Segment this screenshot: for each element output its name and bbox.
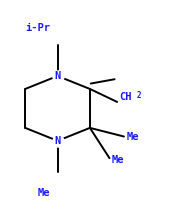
Text: CH: CH — [120, 92, 132, 102]
Text: Me: Me — [111, 155, 124, 165]
Text: i-Pr: i-Pr — [25, 23, 50, 34]
Text: N: N — [54, 136, 61, 146]
Text: 2: 2 — [137, 91, 141, 100]
Text: Me: Me — [126, 132, 139, 141]
Text: Me: Me — [37, 188, 50, 198]
Text: N: N — [54, 71, 61, 81]
